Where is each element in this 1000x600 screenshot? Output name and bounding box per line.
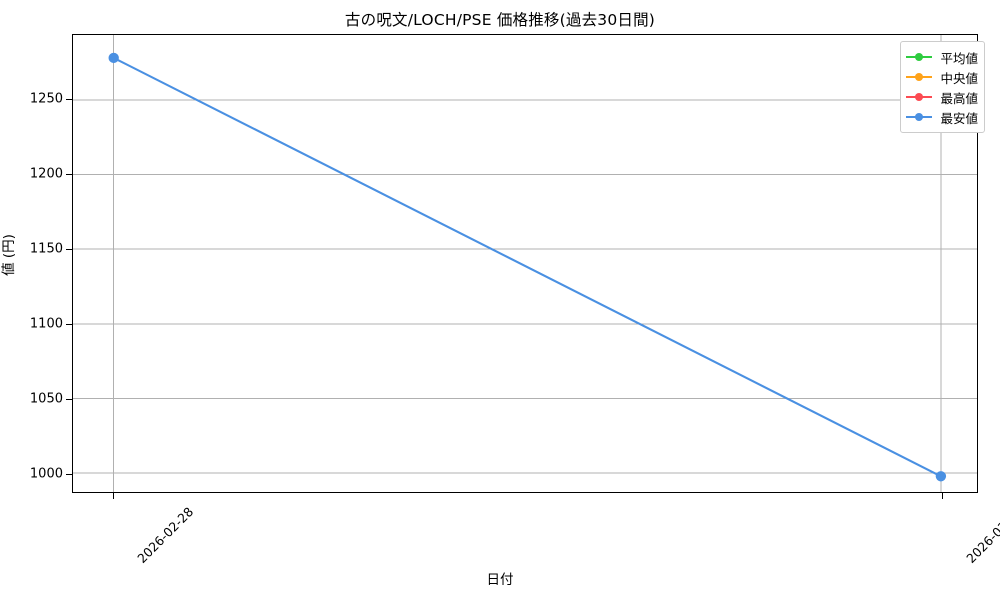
y-tick-mark: [66, 248, 72, 250]
x-tick-label: 2026-03-01: [963, 504, 1000, 566]
legend-label: 平均値: [940, 50, 978, 66]
legend-swatch-icon: [906, 110, 932, 124]
y-tick-label: 1000: [29, 466, 63, 482]
chart-legend: 平均値 中央値 最高値 最安値: [900, 41, 985, 133]
legend-label: 最安値: [940, 110, 978, 126]
y-tick-mark: [66, 324, 72, 326]
x-tick-mark: [112, 493, 114, 499]
x-axis-tick-labels: 2026-02-28 2026-03-01: [72, 504, 1000, 566]
y-tick-label: 1200: [29, 166, 63, 182]
legend-swatch-icon: [906, 50, 932, 64]
y-axis-tick-marks: [0, 34, 72, 493]
x-axis-tick-marks: [72, 493, 978, 501]
x-tick-mark: [941, 493, 943, 499]
plot-area: [72, 34, 978, 493]
x-tick-label: 2026-02-28: [134, 504, 197, 566]
chart-title: 古の呪文/LOCH/PSE 価格推移(過去30日間): [344, 11, 656, 29]
legend-label: 中央値: [940, 70, 978, 86]
data-point-marker[interactable]: [108, 52, 119, 64]
line-lowest-price: [112, 56, 942, 478]
legend-item-highest[interactable]: 最高値: [906, 87, 978, 107]
y-tick-label: 1250: [29, 91, 63, 107]
y-tick-label: 1150: [29, 241, 63, 257]
data-point-marker[interactable]: [935, 471, 947, 482]
x-axis-title: 日付: [486, 572, 514, 588]
y-axis-tick-labels: 1250 1200 1150 1100 1050 1000: [0, 34, 63, 493]
grid-lines: [73, 35, 977, 492]
legend-item-median[interactable]: 中央値: [906, 67, 978, 87]
y-tick-mark: [66, 99, 72, 101]
legend-swatch-icon: [906, 90, 932, 104]
legend-item-lowest[interactable]: 最安値: [906, 107, 978, 127]
y-tick-label: 1100: [29, 316, 63, 332]
data-series-layer: [108, 52, 947, 482]
y-tick-mark: [66, 473, 72, 475]
legend-label: 最高値: [940, 90, 978, 106]
y-tick-label: 1050: [29, 391, 63, 407]
y-tick-mark: [66, 173, 72, 175]
y-tick-mark: [66, 398, 72, 400]
legend-swatch-icon: [906, 70, 932, 84]
y-axis-title: 値 (円): [1, 234, 17, 276]
legend-item-average[interactable]: 平均値: [906, 47, 978, 67]
series-line-最安値: [108, 52, 947, 482]
